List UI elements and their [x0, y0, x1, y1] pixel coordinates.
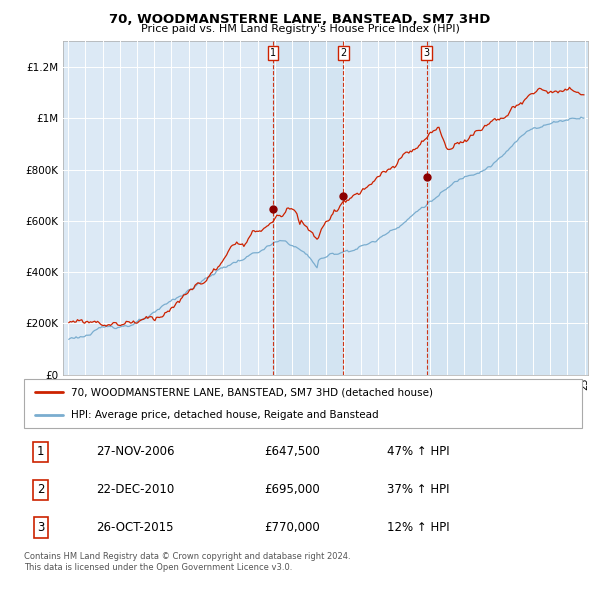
Text: 2: 2: [340, 48, 346, 58]
Text: Contains HM Land Registry data © Crown copyright and database right 2024.: Contains HM Land Registry data © Crown c…: [24, 552, 350, 560]
Text: £695,000: £695,000: [264, 483, 320, 496]
Text: This data is licensed under the Open Government Licence v3.0.: This data is licensed under the Open Gov…: [24, 563, 292, 572]
Bar: [273, 41, 343, 375]
Text: £770,000: £770,000: [264, 521, 320, 534]
Bar: [427, 41, 588, 375]
Text: 1: 1: [37, 445, 44, 458]
Text: £647,500: £647,500: [264, 445, 320, 458]
Text: 3: 3: [37, 521, 44, 534]
Text: 47% ↑ HPI: 47% ↑ HPI: [387, 445, 449, 458]
Text: 70, WOODMANSTERNE LANE, BANSTEAD, SM7 3HD: 70, WOODMANSTERNE LANE, BANSTEAD, SM7 3H…: [109, 13, 491, 26]
Text: 26-OCT-2015: 26-OCT-2015: [97, 521, 174, 534]
Text: 3: 3: [424, 48, 430, 58]
Text: 12% ↑ HPI: 12% ↑ HPI: [387, 521, 449, 534]
Text: 2: 2: [37, 483, 44, 496]
Text: 70, WOODMANSTERNE LANE, BANSTEAD, SM7 3HD (detached house): 70, WOODMANSTERNE LANE, BANSTEAD, SM7 3H…: [71, 388, 433, 398]
Text: 27-NOV-2006: 27-NOV-2006: [97, 445, 175, 458]
Text: HPI: Average price, detached house, Reigate and Banstead: HPI: Average price, detached house, Reig…: [71, 409, 379, 419]
Text: Price paid vs. HM Land Registry's House Price Index (HPI): Price paid vs. HM Land Registry's House …: [140, 24, 460, 34]
Text: 37% ↑ HPI: 37% ↑ HPI: [387, 483, 449, 496]
Text: 1: 1: [270, 48, 276, 58]
Text: 22-DEC-2010: 22-DEC-2010: [97, 483, 175, 496]
